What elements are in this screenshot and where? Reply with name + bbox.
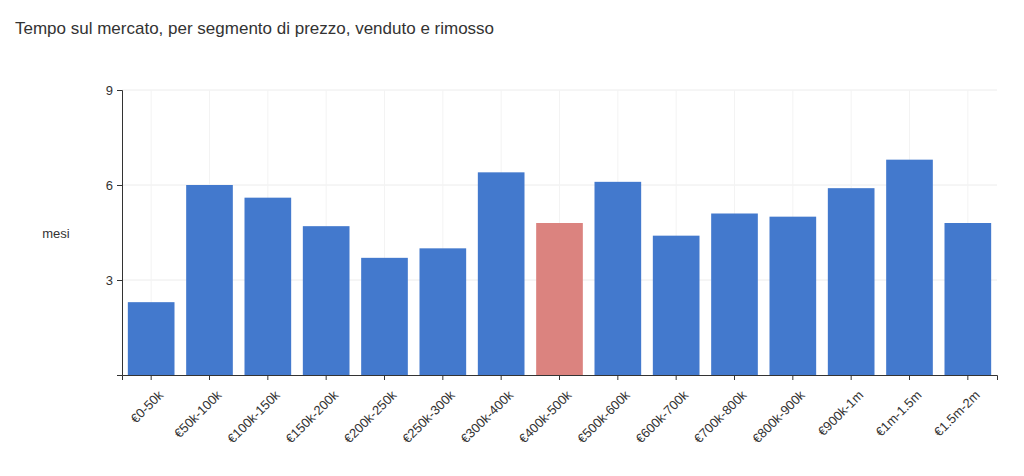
x-tick: €400k-500k bbox=[516, 375, 575, 446]
bar bbox=[886, 160, 933, 375]
x-tick: €200k-250k bbox=[341, 375, 400, 446]
x-tick-label: €250k-300k bbox=[399, 387, 458, 446]
x-tick-label: €150k-200k bbox=[283, 387, 342, 446]
x-tick: €900k-1m bbox=[815, 375, 866, 439]
x-tick: €0-50k bbox=[127, 375, 166, 426]
y-axis-title: mesi bbox=[42, 226, 70, 241]
grid bbox=[122, 90, 997, 375]
x-tick-label: €1.5m-2m bbox=[931, 387, 983, 439]
x-tick-mark bbox=[559, 375, 560, 380]
x-tick-label: €50k-100k bbox=[171, 387, 225, 441]
chart: Tempo sul mercato, per segmento di prezz… bbox=[0, 0, 1024, 476]
bar bbox=[945, 223, 992, 375]
plot: 369€0-50k€50k-100k€100k-150k€150k-200k€2… bbox=[106, 83, 998, 446]
x-tick: €150k-200k bbox=[283, 375, 342, 446]
x-tick: €100k-150k bbox=[224, 375, 283, 446]
x-tick-mark bbox=[734, 375, 735, 380]
bar bbox=[245, 198, 292, 375]
bar bbox=[478, 172, 525, 375]
bar bbox=[828, 188, 875, 375]
y-tick-label: 3 bbox=[106, 273, 113, 288]
x-tick: €250k-300k bbox=[399, 375, 458, 446]
x-tick-mark bbox=[326, 375, 327, 380]
x-axis: €0-50k€50k-100k€100k-150k€150k-200k€200k… bbox=[123, 375, 998, 446]
x-tick-mark bbox=[851, 375, 852, 380]
y-tick: 9 bbox=[106, 83, 122, 98]
x-tick-mark bbox=[676, 375, 677, 380]
x-tick-label: €800k-900k bbox=[749, 387, 808, 446]
x-tick-label: €1m-1.5m bbox=[873, 387, 925, 439]
x-tick-mark bbox=[501, 375, 502, 380]
x-tick-mark bbox=[151, 375, 152, 380]
y-tick-mark bbox=[117, 90, 122, 91]
bar bbox=[361, 258, 408, 375]
title: Tempo sul mercato, per segmento di prezz… bbox=[15, 19, 494, 38]
x-tick-mark bbox=[384, 375, 385, 380]
x-tick-label: €700k-800k bbox=[691, 387, 750, 446]
x-tick-mark bbox=[967, 375, 968, 380]
y-axis-line bbox=[117, 91, 123, 376]
bar bbox=[420, 248, 467, 375]
bar bbox=[595, 182, 642, 375]
x-tick-mark bbox=[617, 375, 618, 380]
y-tick: 3 bbox=[106, 273, 122, 288]
bar bbox=[536, 223, 583, 375]
bars bbox=[128, 160, 991, 375]
x-tick: €800k-900k bbox=[749, 375, 808, 446]
x-tick-mark bbox=[209, 375, 210, 380]
y-tick: 6 bbox=[106, 178, 122, 193]
bar bbox=[770, 217, 817, 375]
x-tick: €700k-800k bbox=[691, 375, 750, 446]
x-tick-mark bbox=[267, 375, 268, 380]
x-tick: €50k-100k bbox=[171, 375, 225, 441]
x-tick-label: €100k-150k bbox=[224, 387, 283, 446]
y-tick-mark bbox=[117, 280, 122, 281]
bar bbox=[303, 226, 350, 375]
x-tick-label: €900k-1m bbox=[815, 387, 866, 438]
x-tick: €600k-700k bbox=[633, 375, 692, 446]
y-tick-mark bbox=[117, 185, 122, 186]
x-tick-label: €200k-250k bbox=[341, 387, 400, 446]
y-tick-label: 6 bbox=[106, 178, 113, 193]
y-tick-label: 9 bbox=[106, 83, 113, 98]
y-axis: 3 6 9 bbox=[106, 83, 123, 376]
x-tick: €500k-600k bbox=[574, 375, 633, 446]
x-tick-mark bbox=[792, 375, 793, 380]
bar bbox=[653, 236, 700, 375]
x-tick: €1.5m-2m bbox=[931, 375, 983, 439]
bar bbox=[128, 302, 175, 375]
x-tick-label: €300k-400k bbox=[458, 387, 517, 446]
x-axis-line bbox=[123, 376, 998, 381]
x-tick-label: €0-50k bbox=[127, 387, 166, 426]
x-tick-label: €400k-500k bbox=[516, 387, 575, 446]
x-tick-mark bbox=[909, 375, 910, 380]
x-tick: €300k-400k bbox=[458, 375, 517, 446]
x-tick-label: €600k-700k bbox=[633, 387, 692, 446]
x-tick-label: €500k-600k bbox=[574, 387, 633, 446]
x-tick-mark bbox=[442, 375, 443, 380]
bar bbox=[711, 214, 758, 376]
x-tick: €1m-1.5m bbox=[873, 375, 925, 439]
bar bbox=[186, 185, 233, 375]
